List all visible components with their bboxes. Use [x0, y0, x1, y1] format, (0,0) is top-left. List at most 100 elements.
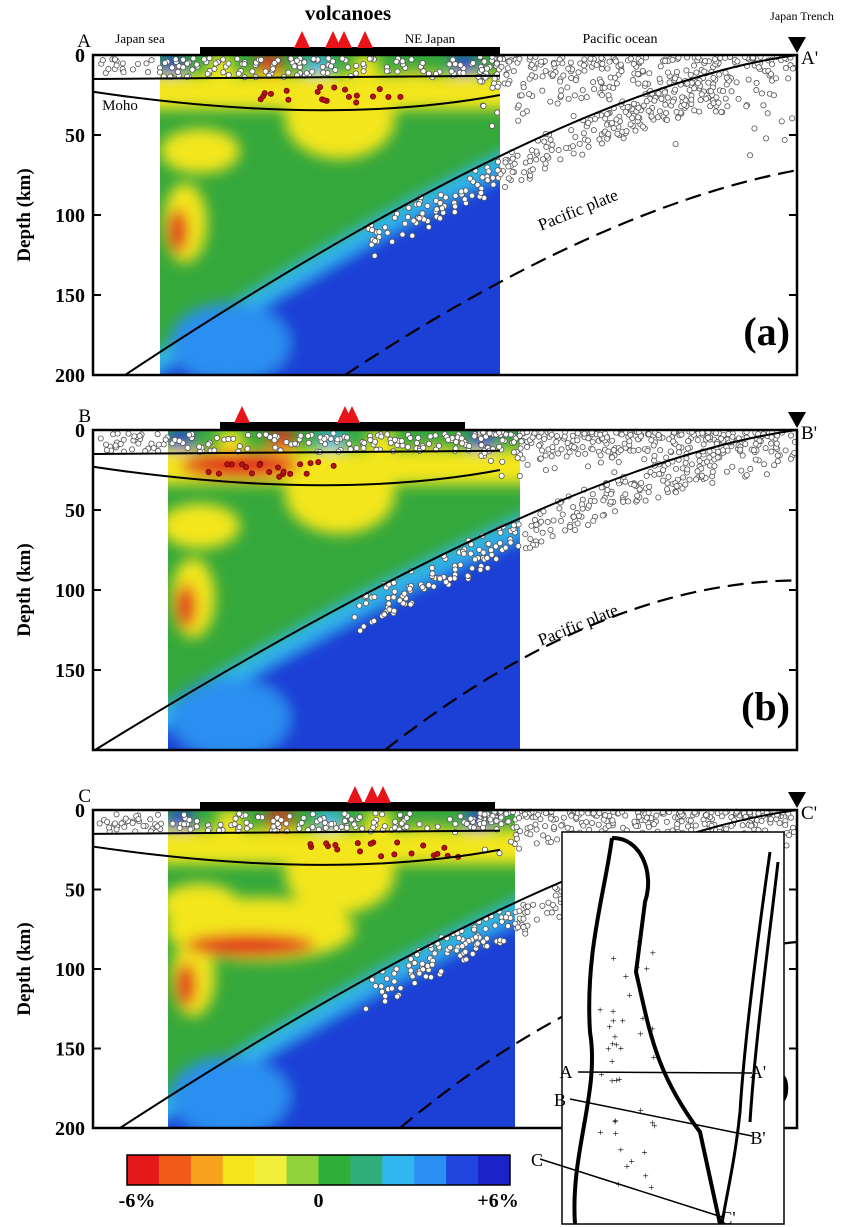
- earthquake: [604, 434, 611, 441]
- earthquake: [625, 498, 632, 505]
- earthquake: [321, 97, 328, 104]
- earthquake: [429, 564, 436, 571]
- earthquake: [105, 66, 112, 73]
- annotation: Pacific plate: [535, 600, 620, 649]
- station: +: [612, 1031, 618, 1043]
- earthquake: [597, 459, 604, 466]
- earthquake: [245, 432, 252, 439]
- earthquake: [236, 443, 243, 450]
- earthquake: [516, 845, 523, 852]
- earthquake: [225, 60, 232, 67]
- y-tick-label: 150: [55, 660, 85, 682]
- earthquake: [542, 467, 549, 474]
- earthquake: [476, 546, 483, 553]
- earthquake: [390, 594, 397, 601]
- map-label: A: [560, 1062, 573, 1082]
- earthquake: [742, 441, 749, 448]
- annotation: Pacific plate: [535, 185, 620, 234]
- station: +: [609, 1056, 615, 1068]
- earthquake: [493, 817, 500, 824]
- earthquake: [480, 549, 487, 556]
- earthquake: [117, 441, 124, 448]
- earthquake: [106, 824, 113, 831]
- earthquake: [539, 156, 546, 163]
- earthquake: [700, 441, 707, 448]
- earthquake: [556, 505, 563, 512]
- earthquake: [596, 810, 603, 817]
- earthquake: [193, 823, 200, 830]
- earthquake: [609, 454, 616, 461]
- earthquake: [557, 78, 564, 85]
- earthquake: [550, 824, 557, 831]
- earthquake: [371, 238, 378, 245]
- earthquake: [509, 169, 516, 176]
- earthquake: [617, 447, 624, 454]
- earthquake: [507, 539, 514, 546]
- earthquake: [499, 458, 506, 465]
- earthquake: [457, 561, 464, 568]
- earthquake: [557, 92, 564, 99]
- earthquake: [248, 470, 255, 477]
- earthquake: [398, 438, 405, 445]
- earthquake: [419, 960, 426, 967]
- earthquake: [478, 66, 485, 73]
- earthquake: [529, 434, 536, 441]
- station: +: [598, 1069, 604, 1081]
- earthquake: [714, 454, 721, 461]
- slab-top: [119, 809, 798, 1129]
- station: +: [611, 953, 617, 965]
- earthquake: [344, 64, 351, 71]
- earthquake: [574, 520, 581, 527]
- earthquake: [484, 565, 491, 572]
- earthquake: [539, 529, 546, 536]
- earthquake: [729, 463, 736, 470]
- y-tick-label: 50: [65, 880, 85, 902]
- earthquake: [678, 431, 685, 438]
- blob: [185, 934, 315, 957]
- earthquake: [466, 175, 473, 182]
- earthquake: [672, 141, 679, 148]
- earthquake: [580, 62, 587, 69]
- earthquake: [293, 57, 300, 64]
- earthquake: [484, 943, 491, 950]
- earthquake: [528, 61, 535, 68]
- earthquake: [709, 479, 716, 486]
- station: +: [651, 1120, 657, 1132]
- section-line: [539, 1158, 723, 1218]
- earthquake: [645, 489, 652, 496]
- earthquake: [763, 471, 770, 478]
- axis-label: Depth (km): [14, 168, 35, 261]
- earthquake: [393, 58, 400, 65]
- earthquake: [664, 480, 671, 487]
- earthquake: [378, 853, 385, 860]
- earthquake: [232, 815, 239, 822]
- earthquake: [201, 56, 208, 63]
- earthquake: [384, 229, 391, 236]
- earthquake: [310, 56, 317, 63]
- earthquake: [549, 533, 556, 540]
- earthquake: [174, 68, 181, 75]
- earthquake: [369, 227, 376, 234]
- earthquake: [718, 108, 725, 115]
- earthquake: [354, 840, 361, 847]
- earthquake: [547, 136, 554, 143]
- earthquake: [684, 445, 691, 452]
- station: +: [643, 1171, 649, 1183]
- earthquake: [193, 818, 200, 825]
- station: +: [613, 1040, 619, 1052]
- earthquake: [385, 94, 392, 101]
- earthquake: [470, 824, 477, 831]
- earthquake: [610, 447, 617, 454]
- tomography: [168, 810, 515, 1128]
- earthquake: [755, 64, 762, 71]
- section-end: A': [801, 48, 818, 69]
- earthquake: [542, 68, 549, 75]
- earthquake: [558, 446, 565, 453]
- earthquake: [113, 826, 120, 833]
- earthquake: [442, 194, 449, 201]
- earthquake: [244, 445, 251, 452]
- earthquake: [187, 826, 194, 833]
- earthquake: [627, 431, 634, 438]
- earthquake: [593, 62, 600, 69]
- earthquake: [702, 58, 709, 65]
